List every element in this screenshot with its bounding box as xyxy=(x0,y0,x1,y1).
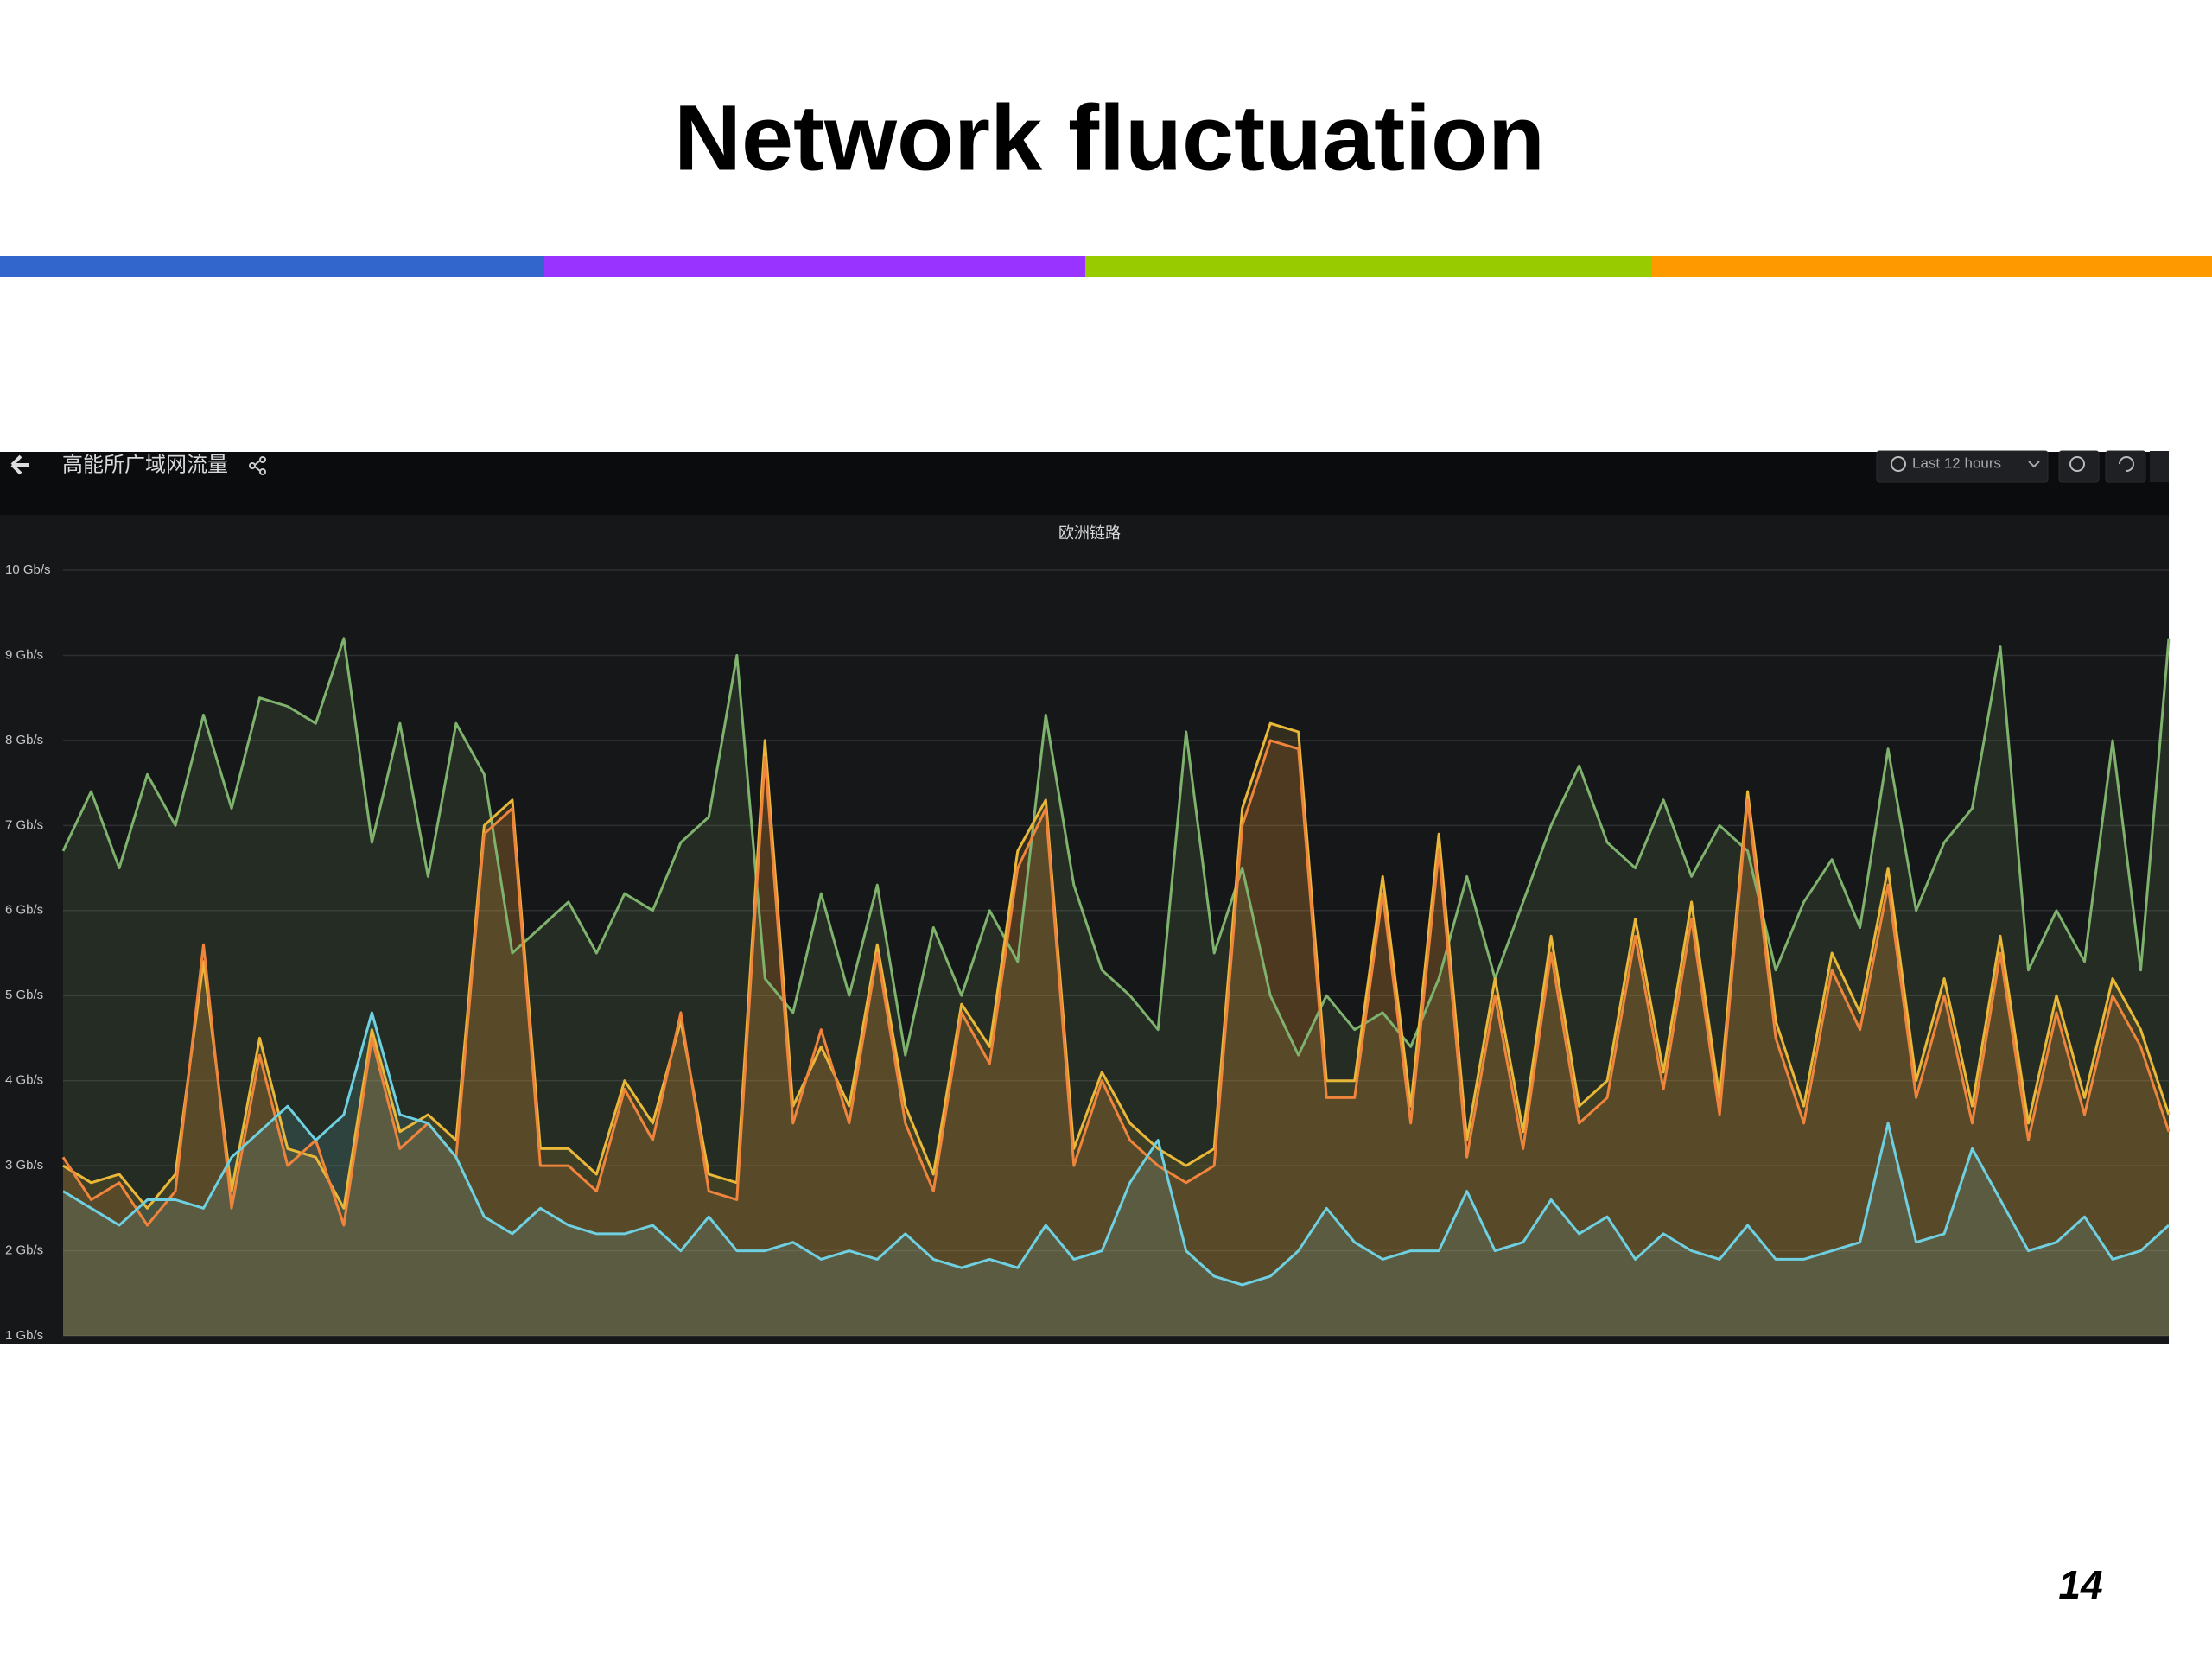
y-tick-label: 4 Gb/s xyxy=(5,1073,43,1088)
refresh-icon xyxy=(2119,456,2134,472)
divider-green xyxy=(1085,256,1653,276)
refresh-button[interactable] xyxy=(2105,450,2146,483)
panel-title: 欧洲链路 xyxy=(1058,524,1121,542)
back-arrow[interactable] xyxy=(10,454,29,475)
y-tick-label: 1 Gb/s xyxy=(5,1328,43,1343)
y-tick-label: 5 Gb/s xyxy=(5,988,43,1002)
y-tick-label: 7 Gb/s xyxy=(5,817,43,832)
slide-title: Network fluctuation xyxy=(674,86,1545,190)
time-picker[interactable] xyxy=(1876,450,2049,483)
dashboard-title[interactable]: 高能所广域网流量 xyxy=(62,453,228,476)
series-area xyxy=(63,723,2169,1336)
y-tick-label: 2 Gb/s xyxy=(5,1243,43,1258)
y-tick-label: 8 Gb/s xyxy=(5,733,43,747)
series-line xyxy=(61,637,2171,1057)
share-icon[interactable] xyxy=(249,456,266,475)
y-tick-label: 6 Gb/s xyxy=(5,903,43,918)
plot: 1 Gb/s 2 Gb/s 3 Gb/s 4 Gb/s 5 Gb/s 6 Gb/s 7 Gb… xyxy=(5,563,2171,1343)
clock-icon xyxy=(1891,456,1906,472)
dashboard-header xyxy=(0,452,2169,515)
time-range[interactable]: Last 12 hours xyxy=(1912,454,2001,471)
divider-purple xyxy=(544,256,1086,276)
series-area xyxy=(63,638,2169,1336)
divider-orange xyxy=(1652,256,2212,276)
series-line xyxy=(61,739,2171,1227)
series-line xyxy=(62,1011,2171,1287)
page-number: 14 xyxy=(2058,1562,2102,1607)
series-area xyxy=(63,740,2169,1336)
interval-button[interactable] xyxy=(2150,451,2169,482)
y-tick-label: 3 Gb/s xyxy=(5,1158,43,1173)
series-line xyxy=(62,721,2171,1210)
y-tick-label: 10 Gb/s xyxy=(5,563,51,577)
y-tick-label: 9 Gb/s xyxy=(5,647,43,662)
dropdown-caret xyxy=(2028,461,2040,468)
zoom-icon xyxy=(2069,456,2085,472)
divider-blue xyxy=(0,256,546,276)
zoom-out-button[interactable] xyxy=(2058,450,2100,483)
series-area xyxy=(63,1012,2169,1336)
